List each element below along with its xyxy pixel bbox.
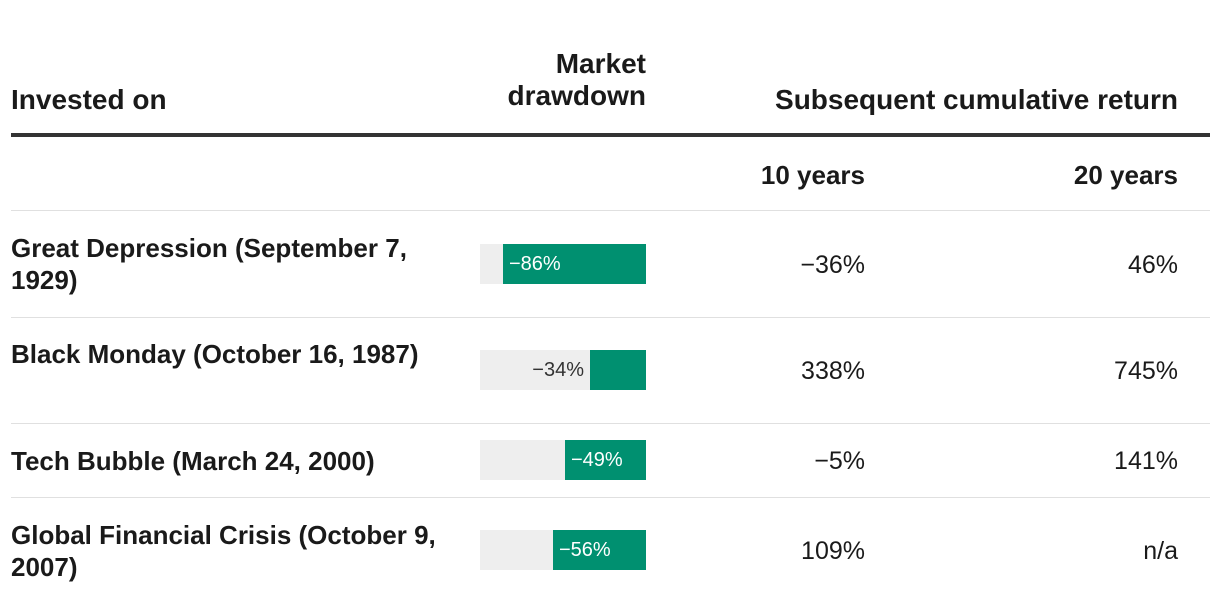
drawdown-bar-track: −56%	[480, 530, 646, 570]
drawdown-bar	[565, 440, 646, 480]
row-divider	[11, 497, 1210, 498]
drawdown-bar-track: −49%	[480, 440, 646, 480]
drawdown-value-label: −34%	[532, 359, 584, 381]
row-divider	[11, 317, 1210, 318]
row-event-label: Global Financial Crisis (October 9, 2007…	[11, 520, 436, 582]
row-event-label: Black Monday (October 16, 1987)	[11, 339, 419, 369]
drawdown-value-label: −86%	[509, 253, 561, 275]
row-divider	[11, 210, 1210, 211]
return-10-years: 109%	[801, 537, 865, 565]
drawdown-value-label: −56%	[559, 539, 611, 561]
row-event-label: Tech Bubble (March 24, 2000)	[11, 446, 375, 476]
return-20-years: 141%	[1114, 447, 1178, 475]
row-divider	[11, 423, 1210, 424]
subheader-20-years: 20 years	[1073, 160, 1178, 190]
return-20-years: n/a	[1143, 537, 1178, 565]
drawdown-bar-track: −86%	[480, 244, 646, 284]
return-20-years: 46%	[1127, 251, 1178, 279]
subheader-10-years: 10 years	[760, 160, 865, 190]
header-rule	[11, 133, 1210, 137]
header-invested-on: Invested on	[11, 84, 167, 115]
header-market-drawdown: Market drawdown	[507, 48, 646, 111]
drawdown-bar	[590, 350, 646, 390]
drawdown-bar	[503, 244, 646, 284]
drawdown-bar-track: −34%	[480, 350, 646, 390]
header-subsequent-return: Subsequent cumulative return	[775, 84, 1178, 115]
drawdown-value-label: −49%	[571, 449, 623, 471]
return-20-years: 745%	[1114, 357, 1178, 385]
row-event-label: Great Depression (September 7, 1929)	[11, 233, 407, 295]
return-10-years: 338%	[801, 357, 865, 385]
return-10-years: −36%	[800, 251, 865, 279]
drawdown-bar	[553, 530, 646, 570]
return-10-years: −5%	[814, 447, 865, 475]
